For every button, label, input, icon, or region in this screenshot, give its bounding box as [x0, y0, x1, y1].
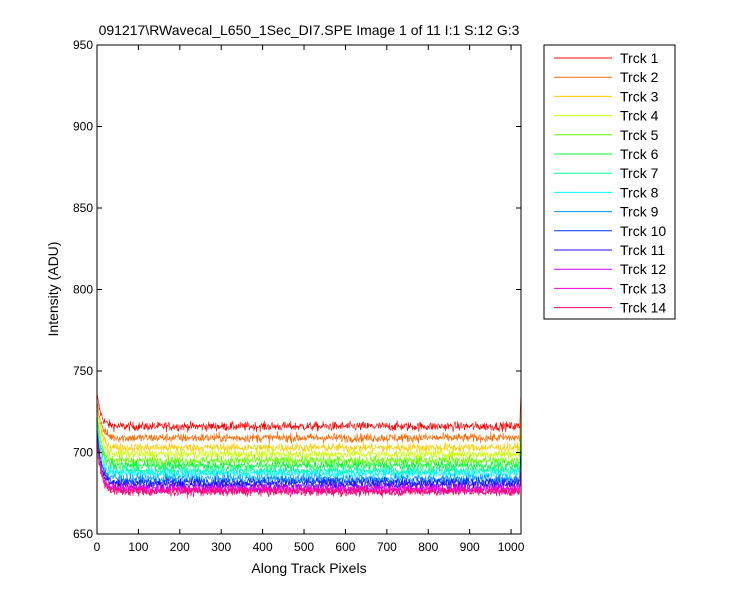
x-tick-label: 800	[418, 540, 438, 554]
series-layer	[97, 389, 521, 499]
series-line-trck-2	[97, 395, 521, 444]
x-tick-label: 500	[294, 540, 314, 554]
legend-label-trck-10: Trck 10	[620, 223, 666, 239]
x-tick-label: 700	[377, 540, 397, 554]
legend-label-trck-1: Trck 1	[620, 50, 659, 66]
y-tick-label: 750	[73, 364, 93, 378]
legend-box	[543, 44, 676, 320]
x-axis-label: Along Track Pixels	[251, 560, 366, 576]
x-tick-label: 200	[170, 540, 190, 554]
legend-label-trck-14: Trck 14	[620, 300, 666, 316]
legend-label-trck-8: Trck 8	[620, 184, 659, 200]
series-line-trck-4	[97, 416, 521, 461]
y-axis: 650 700 750 800 850 900 950	[73, 38, 521, 541]
series-line-trck-14	[97, 446, 521, 499]
legend-label-trck-11: Trck 11	[620, 242, 665, 258]
legend-label-trck-4: Trck 4	[620, 108, 659, 124]
y-tick-label: 900	[73, 120, 93, 134]
x-axis: 0 100 200 300 400 500 600 700 800 900 1000	[94, 45, 525, 554]
legend-entries: Trck 1 Trck 2 Trck 3 Trck 4 Trck 5 Trck 6 Trck…	[554, 50, 666, 316]
x-tick-label: 0	[94, 540, 101, 554]
y-axis-label: Intensity (ADU)	[45, 242, 61, 337]
legend-label-trck-6: Trck 6	[620, 146, 659, 162]
legend: Trck 1 Trck 2 Trck 3 Trck 4 Trck 5 Trck 6 Trck…	[543, 44, 676, 320]
series-line-trck-9	[97, 431, 521, 486]
plot-clip	[97, 389, 521, 499]
y-tick-label: 950	[73, 38, 93, 52]
x-tick-label: 300	[211, 540, 231, 554]
legend-label-trck-7: Trck 7	[620, 165, 659, 181]
legend-label-trck-2: Trck 2	[620, 69, 659, 85]
legend-label-trck-3: Trck 3	[620, 88, 659, 104]
y-tick-label: 800	[73, 283, 93, 297]
series-line-trck-7	[97, 424, 521, 477]
series-line-trck-3	[97, 405, 521, 455]
chart-title: 091217\RWavecal_L650_1Sec_DI7.SPE Image …	[99, 22, 520, 38]
series-line-trck-11	[97, 437, 521, 492]
y-tick-label: 850	[73, 201, 93, 215]
legend-label-trck-9: Trck 9	[620, 204, 659, 220]
legend-label-trck-12: Trck 12	[620, 261, 666, 277]
x-tick-label: 400	[253, 540, 273, 554]
series-line-trck-6	[97, 419, 521, 472]
legend-label-trck-5: Trck 5	[620, 127, 659, 143]
y-tick-label: 700	[73, 446, 93, 460]
plot-area	[96, 44, 522, 535]
x-tick-label: 600	[335, 540, 355, 554]
y-tick-label: 650	[73, 527, 93, 541]
x-tick-label: 900	[460, 540, 480, 554]
legend-label-trck-13: Trck 13	[620, 280, 666, 296]
x-tick-label: 1000	[498, 540, 525, 554]
series-line-trck-1	[97, 389, 521, 433]
x-tick-label: 100	[128, 540, 148, 554]
